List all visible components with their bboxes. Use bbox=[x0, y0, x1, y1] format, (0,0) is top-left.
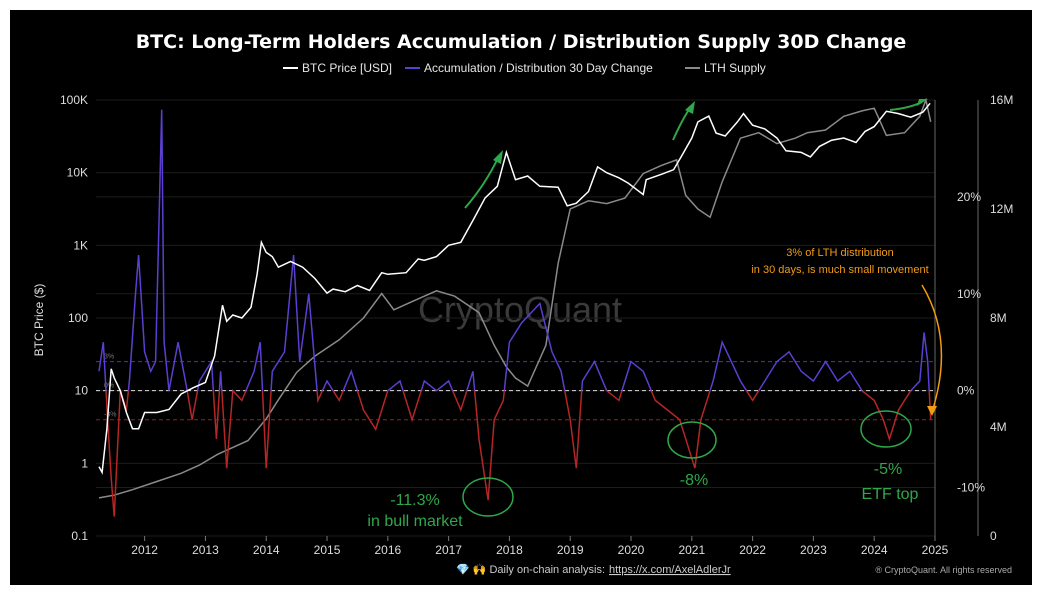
orange-arrow bbox=[921, 284, 943, 413]
mid-axis-ticks: 20% 10% 0% -10% bbox=[957, 190, 985, 495]
gridlines bbox=[96, 99, 935, 537]
x-tick-label-2014: 2014 bbox=[253, 543, 280, 557]
x-tick-label-2021: 2021 bbox=[678, 543, 705, 557]
arrow-2017 bbox=[464, 157, 499, 209]
x-tick-label-2017: 2017 bbox=[435, 543, 462, 557]
mid-tick-10: 10% bbox=[957, 287, 981, 301]
ref-line-label-3: 3% bbox=[104, 354, 114, 361]
circle-2024-low bbox=[860, 410, 912, 448]
trend-arrows bbox=[464, 99, 928, 209]
x-tick-label-2016: 2016 bbox=[374, 543, 401, 557]
annotation-2024-value: -5% bbox=[874, 461, 902, 478]
legend-price: BTC Price [USD] bbox=[302, 61, 392, 75]
x-tick-label-2019: 2019 bbox=[557, 543, 584, 557]
annotation-2017-sub: in bull market bbox=[367, 513, 463, 530]
y-axis-label: BTC Price ($) bbox=[32, 284, 46, 357]
arrow-2024 bbox=[889, 101, 923, 111]
right-tick-12m: 12M bbox=[990, 202, 1013, 216]
orange-arrow-head bbox=[927, 406, 937, 416]
x-tick-label-2023: 2023 bbox=[800, 543, 827, 557]
x-tick-label-2015: 2015 bbox=[314, 543, 341, 557]
footer-prefix: 💎 🙌 Daily on-chain analysis: bbox=[456, 563, 605, 576]
x-tick-label-2022: 2022 bbox=[739, 543, 766, 557]
left-tick-1k: 1K bbox=[73, 238, 88, 252]
left-tick-10: 10 bbox=[75, 384, 89, 398]
x-tick-label-2018: 2018 bbox=[496, 543, 523, 557]
right-tick-0: 0 bbox=[990, 529, 997, 543]
mid-tick-20: 20% bbox=[957, 190, 981, 204]
arrow-2021 bbox=[672, 107, 691, 141]
arrow-2021-head bbox=[685, 101, 695, 114]
orange-note-line1: 3% of LTH distribution bbox=[786, 247, 893, 259]
series-layer bbox=[98, 97, 932, 517]
x-tick-label-2012: 2012 bbox=[131, 543, 158, 557]
ref-line-label-0: 0% bbox=[104, 383, 114, 390]
right-tick-16m: 16M bbox=[990, 93, 1013, 107]
x-tick-label-2024: 2024 bbox=[861, 543, 888, 557]
left-tick-1: 1 bbox=[81, 456, 88, 470]
arrow-2024-head bbox=[917, 99, 928, 106]
series-lth-supply-line bbox=[98, 97, 932, 499]
left-axis-ticks: 100K 10K 1K 100 10 1 0.1 bbox=[60, 93, 88, 543]
annotation-2021-value: -8% bbox=[680, 472, 708, 489]
left-tick-100: 100 bbox=[68, 311, 88, 325]
footer-link[interactable]: https://x.com/AxelAdlerJr bbox=[609, 564, 731, 576]
x-tick-label-2025: 2025 bbox=[922, 543, 949, 557]
x-axis-ticks: 2012 2013 2014 2015 2016 2017 2018 2019 2020 2021… bbox=[131, 536, 949, 557]
orange-note-line2: in 30 days, is much small movement bbox=[751, 264, 928, 276]
left-tick-100k: 100K bbox=[60, 93, 88, 107]
chart-frame: BTC: Long-Term Holders Accumulation / Di… bbox=[10, 10, 1032, 585]
legend-accumulation: Accumulation / Distribution 30 Day Chang… bbox=[424, 61, 653, 75]
chart-svg: BTC: Long-Term Holders Accumulation / Di… bbox=[32, 31, 1013, 576]
ref-line-label-3: -3% bbox=[104, 412, 116, 419]
series-distribution-line bbox=[105, 390, 932, 517]
annotation-2024-sub: ETF top bbox=[862, 486, 919, 503]
circle-2017-low bbox=[462, 477, 514, 517]
circle-2021-low bbox=[667, 421, 717, 459]
left-tick-10k: 10K bbox=[67, 166, 88, 180]
right-tick-4m: 4M bbox=[990, 420, 1007, 434]
annotation-2017-value: -11.3% bbox=[390, 492, 440, 509]
right-tick-8m: 8M bbox=[990, 311, 1007, 325]
arrow-2017-head bbox=[493, 150, 503, 164]
mid-tick-10: -10% bbox=[957, 481, 985, 495]
legend-lth-supply: LTH Supply bbox=[704, 61, 766, 75]
x-tick-label-2020: 2020 bbox=[618, 543, 645, 557]
chart-title: BTC: Long-Term Holders Accumulation / Di… bbox=[136, 31, 907, 53]
x-tick-label-2013: 2013 bbox=[192, 543, 219, 557]
mid-tick-0: 0% bbox=[957, 384, 975, 398]
left-tick-0-1: 0.1 bbox=[71, 529, 88, 543]
legend: BTC Price [USD] Accumulation / Distribut… bbox=[283, 61, 766, 75]
series-btc-price-line bbox=[98, 102, 931, 475]
reference-lines: 3% 0% -3% bbox=[96, 354, 935, 421]
right-axis-ticks: 16M 12M 8M 4M 0 bbox=[990, 93, 1013, 543]
series-accumulation-line bbox=[98, 109, 930, 391]
footer-copyright: ® CryptoQuant. All rights reserved bbox=[875, 565, 1012, 575]
